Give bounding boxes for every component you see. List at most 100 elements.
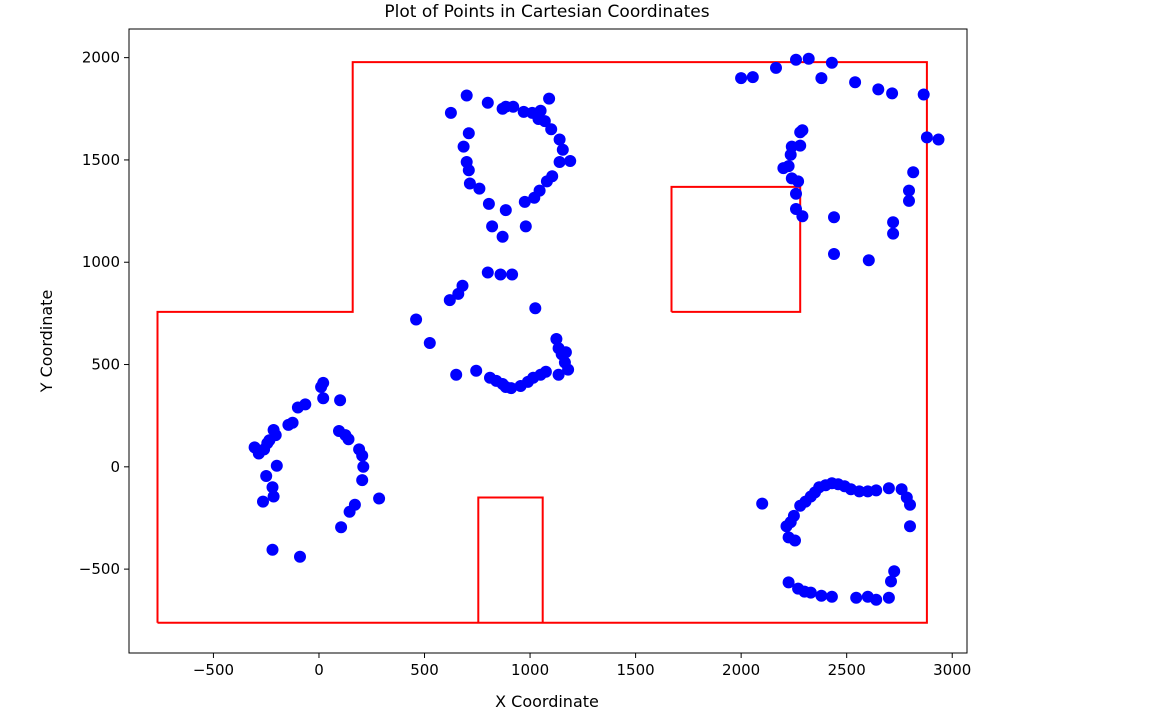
data-point: [802, 52, 815, 65]
data-point: [782, 576, 795, 589]
y-tick-label: −500: [79, 560, 120, 578]
data-point: [862, 254, 875, 267]
data-point: [849, 76, 862, 89]
data-point: [486, 220, 499, 233]
data-point: [267, 490, 280, 503]
data-point: [357, 460, 370, 473]
data-point: [538, 115, 551, 128]
data-point: [470, 364, 483, 377]
data-point: [299, 398, 312, 411]
data-point: [887, 227, 900, 240]
x-axis-label: X Coordinate: [495, 692, 599, 711]
data-point: [861, 590, 874, 603]
data-point: [505, 382, 518, 395]
data-point: [796, 124, 809, 137]
data-point: [564, 155, 577, 167]
y-tick-label: 2000: [82, 49, 120, 67]
chart-title: Plot of Points in Cartesian Coordinates: [384, 2, 709, 22]
x-tick-label: 2500: [828, 661, 866, 679]
data-point: [450, 368, 463, 381]
data-point: [334, 394, 347, 407]
x-tick-label: 500: [410, 661, 439, 679]
data-point: [481, 266, 494, 279]
data-point: [462, 127, 475, 140]
data-point: [815, 589, 828, 602]
data-point: [825, 56, 838, 69]
region-outline-2: [670, 185, 802, 313]
data-point: [917, 88, 930, 101]
data-point: [294, 550, 306, 563]
x-tick-label: 2000: [722, 661, 760, 679]
data-point: [356, 474, 369, 487]
data-point: [528, 191, 541, 204]
data-point: [792, 582, 805, 595]
y-axis-label: Y Coordinate: [37, 290, 56, 394]
x-axis-ticks: −500 0 500 1000 1500 2000 2500 3000: [193, 653, 971, 679]
data-point: [882, 482, 895, 495]
data-point: [518, 195, 531, 208]
data-point: [872, 83, 885, 96]
data-point: [792, 175, 805, 188]
data-point: [782, 160, 795, 173]
data-point: [460, 156, 473, 168]
data-point: [356, 449, 369, 462]
data-point: [506, 268, 519, 281]
data-point: [920, 131, 933, 144]
data-point: [539, 365, 552, 378]
data-point: [903, 184, 915, 197]
region-outline-1: [156, 61, 928, 624]
data-point: [267, 424, 280, 436]
data-point: [373, 492, 386, 505]
data-point: [828, 211, 840, 224]
data-point: [456, 279, 469, 292]
data-point: [286, 416, 299, 429]
y-tick-label: 500: [91, 356, 120, 374]
data-point: [481, 96, 494, 109]
data-point: [888, 565, 901, 578]
data-point: [904, 498, 916, 511]
data-point: [790, 203, 802, 215]
data-point: [885, 575, 897, 588]
data-point: [410, 313, 423, 326]
y-tick-label: 1000: [82, 253, 120, 271]
x-tick-label: 0: [314, 661, 324, 679]
data-point: [342, 433, 355, 446]
data-point: [559, 346, 572, 359]
data-point: [756, 497, 769, 510]
data-point: [270, 459, 283, 472]
data-point: [553, 156, 566, 168]
data-point: [266, 481, 279, 494]
data-point: [443, 294, 456, 307]
data-point: [550, 333, 563, 345]
data-point: [460, 89, 473, 102]
data-point: [562, 363, 575, 376]
data-point: [850, 591, 863, 604]
data-point: [343, 505, 356, 518]
data-point: [552, 368, 565, 381]
data-point: [317, 392, 330, 405]
x-tick-label: 1500: [617, 661, 655, 679]
data-point: [787, 509, 800, 522]
data-point: [317, 376, 330, 389]
plot-area: [128, 28, 968, 654]
data-point: [825, 590, 838, 603]
data-point: [423, 337, 436, 349]
x-tick-label: 3000: [933, 661, 971, 679]
data-point: [496, 230, 509, 243]
y-tick-label: 1500: [82, 151, 120, 169]
data-point: [482, 197, 495, 210]
region-outlines: [156, 61, 928, 624]
data-point: [444, 106, 457, 119]
data-point: [457, 140, 470, 153]
data-point: [260, 470, 273, 482]
data-point: [907, 166, 920, 179]
data-point: [335, 521, 348, 534]
data-point: [815, 72, 828, 85]
data-point: [494, 268, 507, 281]
data-point: [794, 139, 807, 152]
data-point: [746, 71, 759, 84]
data-point: [904, 520, 916, 533]
data-point: [266, 543, 279, 556]
y-tick-label: 0: [110, 458, 120, 476]
